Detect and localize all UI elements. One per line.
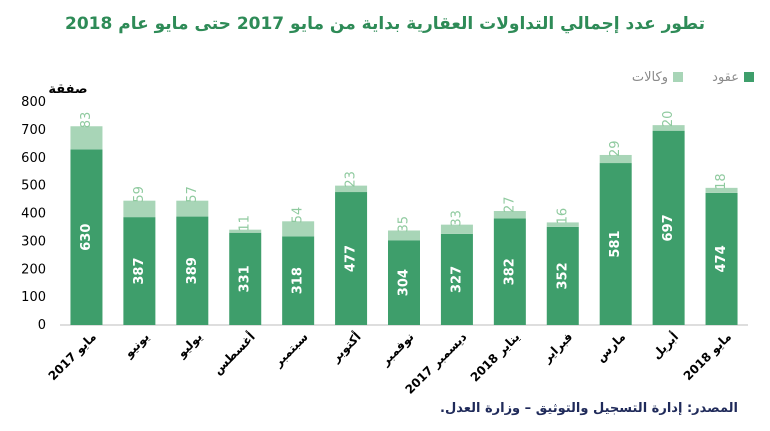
bar-contracts [546, 226, 579, 325]
data-label-contracts: 630 [79, 224, 94, 251]
y-tick-label: 600 [21, 151, 46, 166]
bar-agencies [176, 200, 209, 217]
data-label-agencies: 11 [238, 215, 253, 232]
bar-contracts [335, 192, 368, 325]
data-label-agencies: 20 [661, 111, 676, 128]
bar-contracts [388, 240, 420, 325]
data-labels: 630 83 387 59 389 57 331 11 318 54 477 23 304 35 327 33… [79, 111, 729, 297]
y-axis-title: صفقة [48, 82, 87, 97]
y-tick-label: 400 [21, 207, 46, 222]
bar-contracts [440, 233, 473, 325]
data-label-agencies: 54 [291, 207, 306, 224]
legend-label-contracts: عقود [712, 70, 739, 85]
data-label-agencies: 83 [79, 112, 94, 129]
y-tick-label: 500 [21, 179, 46, 194]
data-label-contracts: 331 [238, 265, 253, 292]
data-label-contracts: 581 [608, 230, 623, 257]
y-tick-label: 0 [38, 318, 46, 333]
data-label-contracts: 304 [397, 269, 412, 296]
legend-label-agencies: وكالات [632, 70, 668, 85]
bar-contracts [599, 163, 632, 325]
bar-contracts [70, 149, 103, 325]
y-tick-label: 200 [21, 262, 46, 277]
legend: عقود وكالات [632, 70, 754, 85]
bar-agencies [652, 125, 685, 131]
x-tick-label: أبريل [648, 329, 681, 362]
bar-contracts [652, 130, 685, 325]
x-tick-label: يناير 2018 [468, 330, 523, 385]
legend-swatch-agencies [673, 72, 683, 82]
bar-agencies [440, 224, 473, 234]
data-label-contracts: 352 [555, 262, 570, 289]
bar-agencies [70, 126, 103, 150]
data-label-agencies: 35 [397, 216, 412, 233]
bar-agencies [335, 185, 368, 193]
x-tick-label: مايو 2018 [681, 330, 735, 384]
y-tick-label: 800 [21, 95, 46, 110]
data-label-agencies: 27 [502, 196, 517, 213]
bar-agencies [493, 210, 526, 219]
data-label-agencies: 18 [714, 173, 729, 190]
x-tick-label: مايو 2017 [46, 330, 100, 384]
bar-agencies [705, 187, 738, 193]
y-tick-label: 300 [21, 234, 46, 249]
data-label-agencies: 59 [132, 186, 147, 203]
legend-swatch-contracts [744, 72, 754, 82]
bars [70, 125, 738, 325]
data-label-contracts: 389 [185, 257, 200, 284]
data-label-agencies: 29 [608, 140, 623, 157]
data-label-agencies: 57 [185, 186, 200, 203]
bar-agencies [229, 229, 262, 233]
chart-title: تطور عدد إجمالي التداولات العقارية بداية… [65, 14, 705, 34]
x-tick-label: يونيو [121, 330, 153, 362]
bar-agencies [546, 222, 579, 227]
bar-agencies [123, 200, 156, 218]
data-label-agencies: 23 [344, 171, 359, 188]
x-tick-label: فبراير [539, 330, 575, 366]
x-tick-label: سبتمبر [270, 330, 310, 370]
bar-agencies [282, 221, 315, 237]
x-tick-label: نوفمبر [377, 330, 417, 370]
data-label-contracts: 477 [344, 245, 359, 272]
data-label-contracts: 697 [661, 214, 676, 241]
data-label-agencies: 16 [555, 208, 570, 225]
bar-contracts [123, 217, 156, 325]
data-label-contracts: 327 [449, 266, 464, 293]
x-tick-label: أكتوبر [327, 329, 364, 366]
data-label-contracts: 387 [132, 257, 147, 284]
data-label-contracts: 382 [502, 258, 517, 285]
bar-contracts [176, 216, 209, 325]
bar-contracts [493, 218, 526, 325]
bar-agencies [599, 154, 632, 164]
data-label-contracts: 474 [714, 245, 729, 272]
y-tick-label: 700 [21, 123, 46, 138]
bar-contracts [282, 236, 315, 325]
data-label-agencies: 33 [449, 210, 464, 227]
bar-contracts [705, 192, 738, 325]
y-tick-label: 100 [21, 290, 46, 305]
bar-contracts [229, 232, 262, 325]
x-tick-label: مارس [593, 330, 628, 365]
data-label-contracts: 318 [291, 267, 306, 294]
x-tick-label: أغسطس [210, 329, 258, 377]
x-tick-label: يوليو [174, 330, 206, 362]
bar-agencies [388, 230, 420, 241]
source-note: المصدر: إدارة التسجيل والتوثيق – وزارة ا… [440, 401, 738, 416]
